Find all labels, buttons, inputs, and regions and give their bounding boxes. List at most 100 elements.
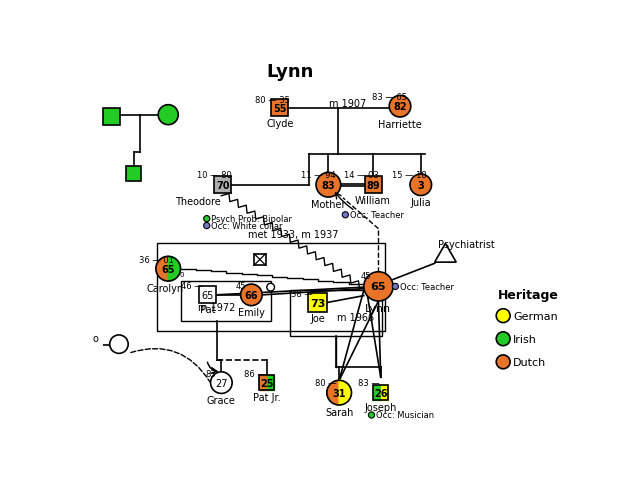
Text: 11 — 94: 11 — 94 bbox=[301, 171, 336, 180]
Circle shape bbox=[496, 309, 510, 323]
Text: Psych Prob: Bipolar: Psych Prob: Bipolar bbox=[212, 215, 293, 223]
Bar bbox=[309, 294, 327, 312]
Circle shape bbox=[368, 412, 375, 418]
Text: 70: 70 bbox=[216, 180, 230, 190]
Text: 65: 65 bbox=[161, 264, 175, 274]
Polygon shape bbox=[259, 375, 267, 391]
Text: Lynn: Lynn bbox=[365, 303, 392, 313]
Polygon shape bbox=[168, 257, 181, 282]
Text: 83: 83 bbox=[205, 369, 216, 378]
Text: 46 —: 46 — bbox=[181, 282, 203, 291]
Circle shape bbox=[364, 272, 393, 302]
Text: Occ: White collar: Occ: White collar bbox=[212, 221, 283, 230]
Circle shape bbox=[496, 332, 510, 346]
Text: Pat Jr.: Pat Jr. bbox=[253, 392, 280, 402]
Text: 10 — 80: 10 — 80 bbox=[197, 171, 231, 180]
Text: 0: 0 bbox=[180, 272, 185, 278]
Text: 3: 3 bbox=[417, 180, 424, 190]
Text: Occ: Musician: Occ: Musician bbox=[376, 411, 434, 420]
Text: Carolyn: Carolyn bbox=[147, 283, 184, 293]
Text: 83 —: 83 — bbox=[358, 378, 379, 387]
Text: 80 —: 80 — bbox=[315, 378, 337, 387]
Bar bbox=[271, 100, 288, 117]
Text: Harriette: Harriette bbox=[378, 119, 422, 129]
Text: met 1933, m 1937: met 1933, m 1937 bbox=[248, 229, 338, 239]
Text: 55: 55 bbox=[273, 104, 287, 114]
Bar bbox=[259, 375, 275, 391]
Polygon shape bbox=[373, 385, 381, 401]
Text: 45: 45 bbox=[361, 272, 372, 281]
Circle shape bbox=[158, 105, 178, 125]
Text: Grace: Grace bbox=[207, 395, 236, 405]
Text: 14 — 03: 14 — 03 bbox=[344, 171, 379, 180]
Text: m 1907: m 1907 bbox=[329, 99, 367, 109]
Text: 65: 65 bbox=[201, 290, 213, 300]
Bar bbox=[158, 243, 385, 331]
Text: Irish: Irish bbox=[513, 334, 537, 344]
Text: 45: 45 bbox=[235, 282, 246, 291]
Text: 73: 73 bbox=[310, 298, 325, 308]
Text: Occ: Teacher: Occ: Teacher bbox=[400, 283, 454, 291]
Bar bbox=[290, 291, 383, 337]
Text: 27: 27 bbox=[215, 378, 228, 388]
Circle shape bbox=[204, 223, 210, 229]
Text: 82: 82 bbox=[393, 102, 407, 112]
Text: Mother: Mother bbox=[311, 199, 346, 209]
Circle shape bbox=[410, 175, 431, 196]
Text: 26: 26 bbox=[374, 388, 388, 398]
Bar bbox=[254, 254, 266, 266]
Polygon shape bbox=[327, 381, 339, 405]
Bar bbox=[199, 287, 216, 304]
Text: 31: 31 bbox=[332, 388, 346, 398]
Text: Psychiatrist: Psychiatrist bbox=[439, 239, 495, 249]
Text: 89: 89 bbox=[367, 180, 380, 190]
Circle shape bbox=[392, 284, 399, 290]
Text: Theodore: Theodore bbox=[175, 197, 221, 207]
Text: 15 — 18: 15 — 18 bbox=[392, 171, 426, 180]
Text: 86 —: 86 — bbox=[244, 369, 266, 378]
Text: William: William bbox=[355, 195, 391, 205]
Text: 25: 25 bbox=[260, 378, 273, 388]
Polygon shape bbox=[435, 244, 456, 263]
Text: Clyde: Clyde bbox=[266, 119, 294, 128]
Text: o: o bbox=[93, 333, 99, 343]
Bar bbox=[103, 109, 120, 125]
Circle shape bbox=[389, 96, 411, 118]
Bar bbox=[373, 385, 388, 401]
Text: Heritage: Heritage bbox=[498, 288, 559, 301]
Text: German: German bbox=[513, 311, 558, 321]
Circle shape bbox=[210, 372, 232, 394]
Circle shape bbox=[316, 173, 341, 198]
Polygon shape bbox=[267, 375, 275, 391]
Text: m 1972: m 1972 bbox=[198, 303, 235, 313]
Bar bbox=[214, 177, 231, 194]
Circle shape bbox=[342, 212, 349, 218]
Circle shape bbox=[267, 284, 275, 292]
Text: m 1966: m 1966 bbox=[337, 313, 374, 323]
Bar bbox=[181, 282, 271, 322]
Text: 36 — 01: 36 — 01 bbox=[140, 256, 174, 265]
Polygon shape bbox=[156, 257, 168, 282]
Circle shape bbox=[204, 216, 210, 222]
Text: 83: 83 bbox=[322, 180, 335, 190]
Text: Occ: Teacher: Occ: Teacher bbox=[350, 211, 404, 220]
Text: Lynn: Lynn bbox=[266, 63, 314, 81]
Text: 66: 66 bbox=[244, 290, 258, 300]
Text: Emily: Emily bbox=[238, 308, 265, 318]
Bar bbox=[365, 177, 381, 194]
Circle shape bbox=[110, 335, 128, 354]
Polygon shape bbox=[339, 381, 352, 405]
Text: 38 —: 38 — bbox=[291, 289, 313, 298]
Text: 65: 65 bbox=[370, 282, 386, 292]
Text: Julia: Julia bbox=[410, 198, 431, 207]
Text: 80 — 35: 80 — 35 bbox=[255, 96, 289, 105]
Circle shape bbox=[496, 355, 510, 369]
Circle shape bbox=[240, 285, 262, 306]
Text: Joseph: Joseph bbox=[365, 402, 397, 412]
Polygon shape bbox=[381, 385, 388, 401]
Text: Sarah: Sarah bbox=[325, 407, 354, 417]
Bar bbox=[126, 166, 141, 181]
Text: 83 — 65: 83 — 65 bbox=[372, 93, 408, 102]
Text: Joe: Joe bbox=[310, 314, 325, 324]
Text: Pat: Pat bbox=[200, 305, 215, 315]
